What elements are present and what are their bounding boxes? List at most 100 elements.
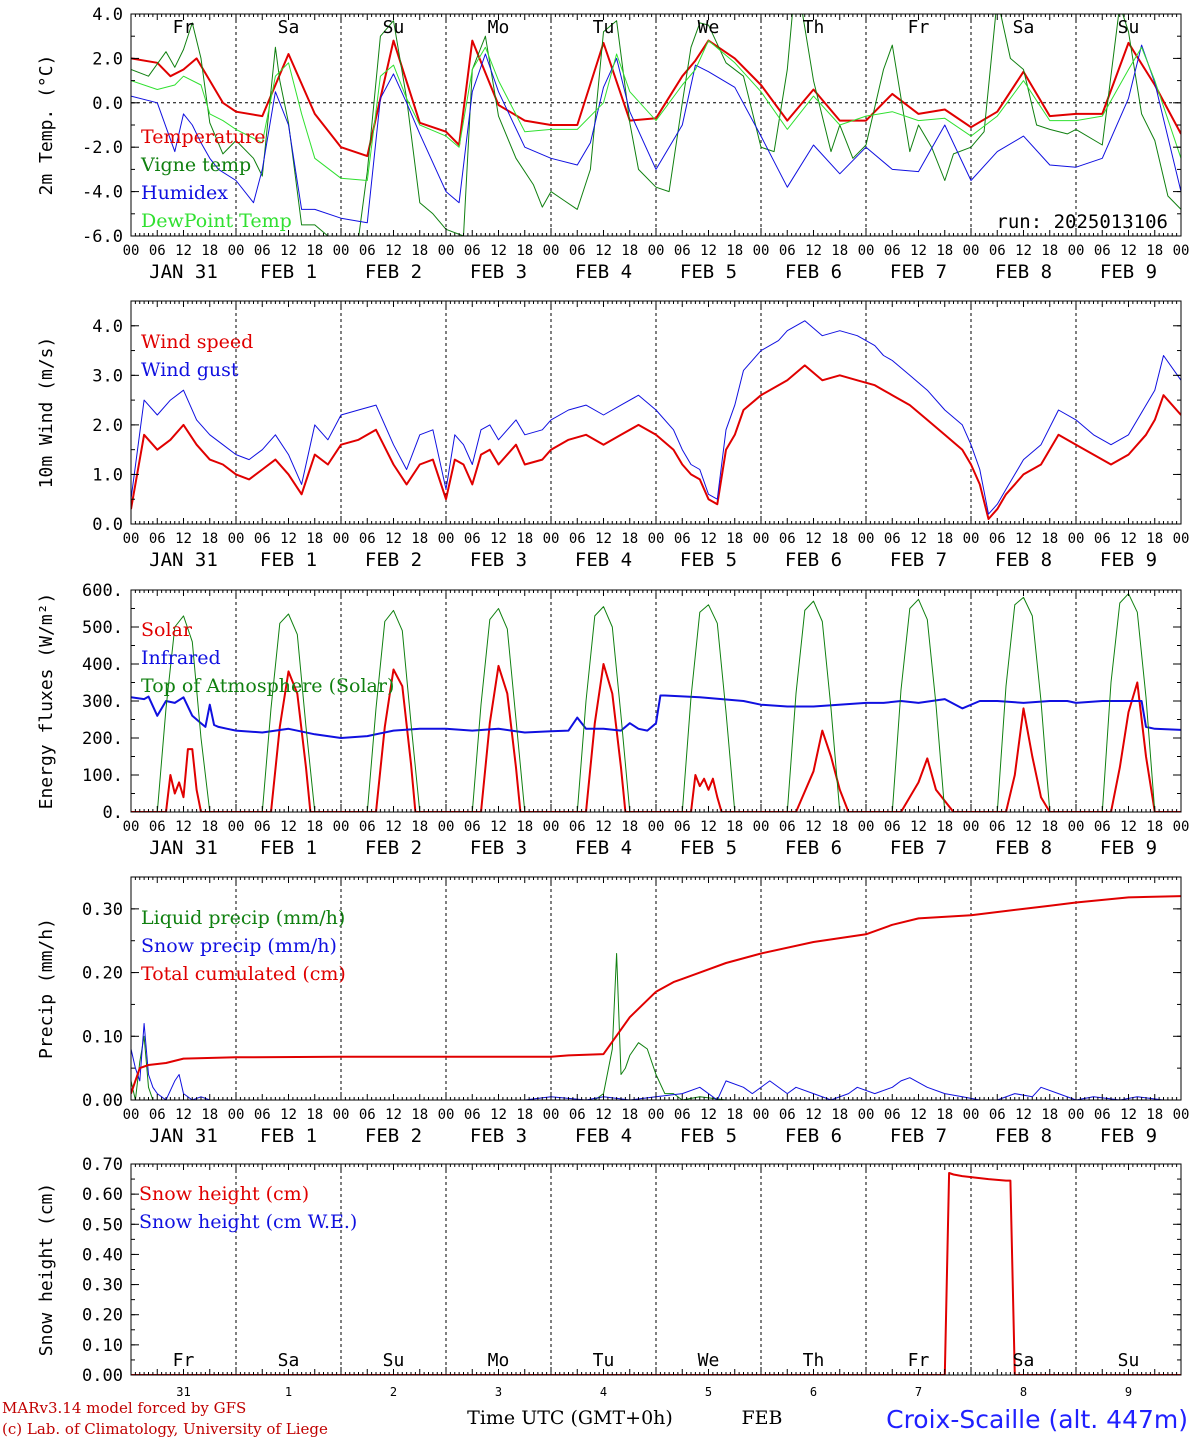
x-hour-label: 06 bbox=[359, 819, 376, 835]
y-tick-label: 200. bbox=[82, 729, 123, 749]
x-hour-label: 12 bbox=[700, 531, 717, 547]
y-tick-label: 500. bbox=[82, 618, 123, 638]
x-hour-label: 06 bbox=[149, 819, 166, 835]
x-date-label: FEB 6 bbox=[785, 549, 842, 571]
legend-entry: Snow height (cm) bbox=[139, 1183, 309, 1205]
series-line-liquid-precip-mm-h- bbox=[131, 953, 1181, 1100]
series-line-dewpoint-temp bbox=[131, 40, 1181, 181]
x-hour-label: 06 bbox=[149, 243, 166, 259]
x-hour-label: 18 bbox=[411, 243, 428, 259]
weekday-label: Su bbox=[1118, 1350, 1140, 1371]
y-tick-label: 600. bbox=[82, 581, 123, 601]
x-hour-label: 00 bbox=[228, 1107, 245, 1123]
x-hour-label: 18 bbox=[201, 531, 218, 547]
y-tick-label: 0.30 bbox=[82, 1276, 123, 1296]
x-day-number: 5 bbox=[705, 1385, 712, 1399]
x-hour-label: 06 bbox=[779, 531, 796, 547]
x-hour-label: 12 bbox=[490, 243, 507, 259]
x-hour-label: 18 bbox=[516, 1107, 533, 1123]
x-hour-label: 00 bbox=[753, 1107, 770, 1123]
y-tick-label: 0. bbox=[103, 803, 123, 823]
x-hour-label: 00 bbox=[963, 1107, 980, 1123]
series-line-infrared bbox=[131, 694, 1181, 739]
x-hour-label: 12 bbox=[175, 531, 192, 547]
x-hour-label: 00 bbox=[543, 531, 560, 547]
x-hour-label: 00 bbox=[1173, 1107, 1190, 1123]
series-line-vigne-temp bbox=[131, 14, 1181, 236]
x-date-label: FEB 6 bbox=[785, 261, 842, 283]
x-date-label: FEB 1 bbox=[260, 261, 317, 283]
weekday-label: Sa bbox=[278, 1350, 300, 1371]
legend-entry: Infrared bbox=[141, 647, 221, 669]
y-tick-label: 2.0 bbox=[92, 49, 123, 69]
x-hour-label: 12 bbox=[910, 819, 927, 835]
series-line-snow-precip-mm-h- bbox=[131, 1023, 1181, 1100]
x-date-label: FEB 8 bbox=[995, 261, 1052, 283]
x-hour-label: 06 bbox=[989, 531, 1006, 547]
x-date-label: FEB 5 bbox=[680, 837, 737, 859]
x-hour-label: 18 bbox=[306, 819, 323, 835]
y-tick-label: 0.50 bbox=[82, 1215, 123, 1235]
x-hour-label: 06 bbox=[464, 1107, 481, 1123]
x-hour-label: 00 bbox=[858, 1107, 875, 1123]
x-hour-label: 00 bbox=[1068, 243, 1085, 259]
y-tick-label: 0.20 bbox=[82, 964, 123, 984]
x-date-label: FEB 8 bbox=[995, 1125, 1052, 1147]
x-hour-label: 12 bbox=[805, 243, 822, 259]
x-hour-label: 12 bbox=[595, 531, 612, 547]
x-hour-label: 12 bbox=[490, 1107, 507, 1123]
x-hour-label: 12 bbox=[1120, 243, 1137, 259]
x-date-label: FEB 2 bbox=[365, 261, 422, 283]
x-hour-label: 06 bbox=[149, 1107, 166, 1123]
x-hour-label: 00 bbox=[438, 1107, 455, 1123]
weekday-label: Sa bbox=[278, 17, 300, 38]
x-date-label: FEB 3 bbox=[470, 549, 527, 571]
x-date-label: FEB 4 bbox=[575, 261, 632, 283]
x-hour-label: 18 bbox=[621, 531, 638, 547]
x-hour-label: 18 bbox=[516, 243, 533, 259]
x-date-label: FEB 9 bbox=[1100, 549, 1157, 571]
y-tick-label: -2.0 bbox=[82, 138, 123, 158]
x-hour-label: 00 bbox=[228, 243, 245, 259]
x-date-label: FEB 4 bbox=[575, 1125, 632, 1147]
x-hour-label: 12 bbox=[595, 243, 612, 259]
x-day-number: 2 bbox=[390, 1385, 397, 1399]
x-hour-label: 00 bbox=[858, 531, 875, 547]
x-hour-label: 06 bbox=[884, 819, 901, 835]
x-hour-label: 18 bbox=[936, 819, 953, 835]
y-tick-label: 300. bbox=[82, 692, 123, 712]
weekday-label: Sa bbox=[1013, 17, 1035, 38]
x-hour-label: 12 bbox=[700, 819, 717, 835]
x-hour-label: 18 bbox=[726, 531, 743, 547]
x-hour-label: 18 bbox=[726, 243, 743, 259]
x-date-label: FEB 7 bbox=[890, 1125, 947, 1147]
x-hour-label: 18 bbox=[201, 243, 218, 259]
x-hour-label: 06 bbox=[149, 531, 166, 547]
y-tick-label: 0.0 bbox=[92, 94, 123, 114]
x-hour-label: 12 bbox=[385, 531, 402, 547]
y-tick-label: 0.10 bbox=[82, 1027, 123, 1047]
x-hour-label: 12 bbox=[595, 1107, 612, 1123]
x-hour-label: 00 bbox=[1068, 819, 1085, 835]
x-hour-label: 00 bbox=[333, 243, 350, 259]
y-tick-label: 0.00 bbox=[82, 1366, 123, 1386]
x-hour-label: 00 bbox=[1173, 819, 1190, 835]
x-hour-label: 18 bbox=[831, 243, 848, 259]
x-date-label: FEB 6 bbox=[785, 837, 842, 859]
x-hour-label: 18 bbox=[831, 531, 848, 547]
x-hour-label: 06 bbox=[464, 531, 481, 547]
x-hour-label: 00 bbox=[333, 1107, 350, 1123]
weekday-label: Su bbox=[383, 17, 405, 38]
x-hour-label: 18 bbox=[411, 1107, 428, 1123]
x-hour-label: 00 bbox=[123, 819, 140, 835]
x-hour-label: 06 bbox=[464, 243, 481, 259]
x-hour-label: 12 bbox=[805, 531, 822, 547]
x-hour-label: 06 bbox=[1094, 819, 1111, 835]
x-hour-label: 12 bbox=[805, 1107, 822, 1123]
x-hour-label: 12 bbox=[1015, 243, 1032, 259]
station-label: Croix-Scaille (alt. 447m) bbox=[886, 1405, 1188, 1434]
x-hour-label: 12 bbox=[175, 1107, 192, 1123]
x-date-label: FEB 8 bbox=[995, 837, 1052, 859]
run-label: run: 2025013106 bbox=[996, 211, 1168, 233]
